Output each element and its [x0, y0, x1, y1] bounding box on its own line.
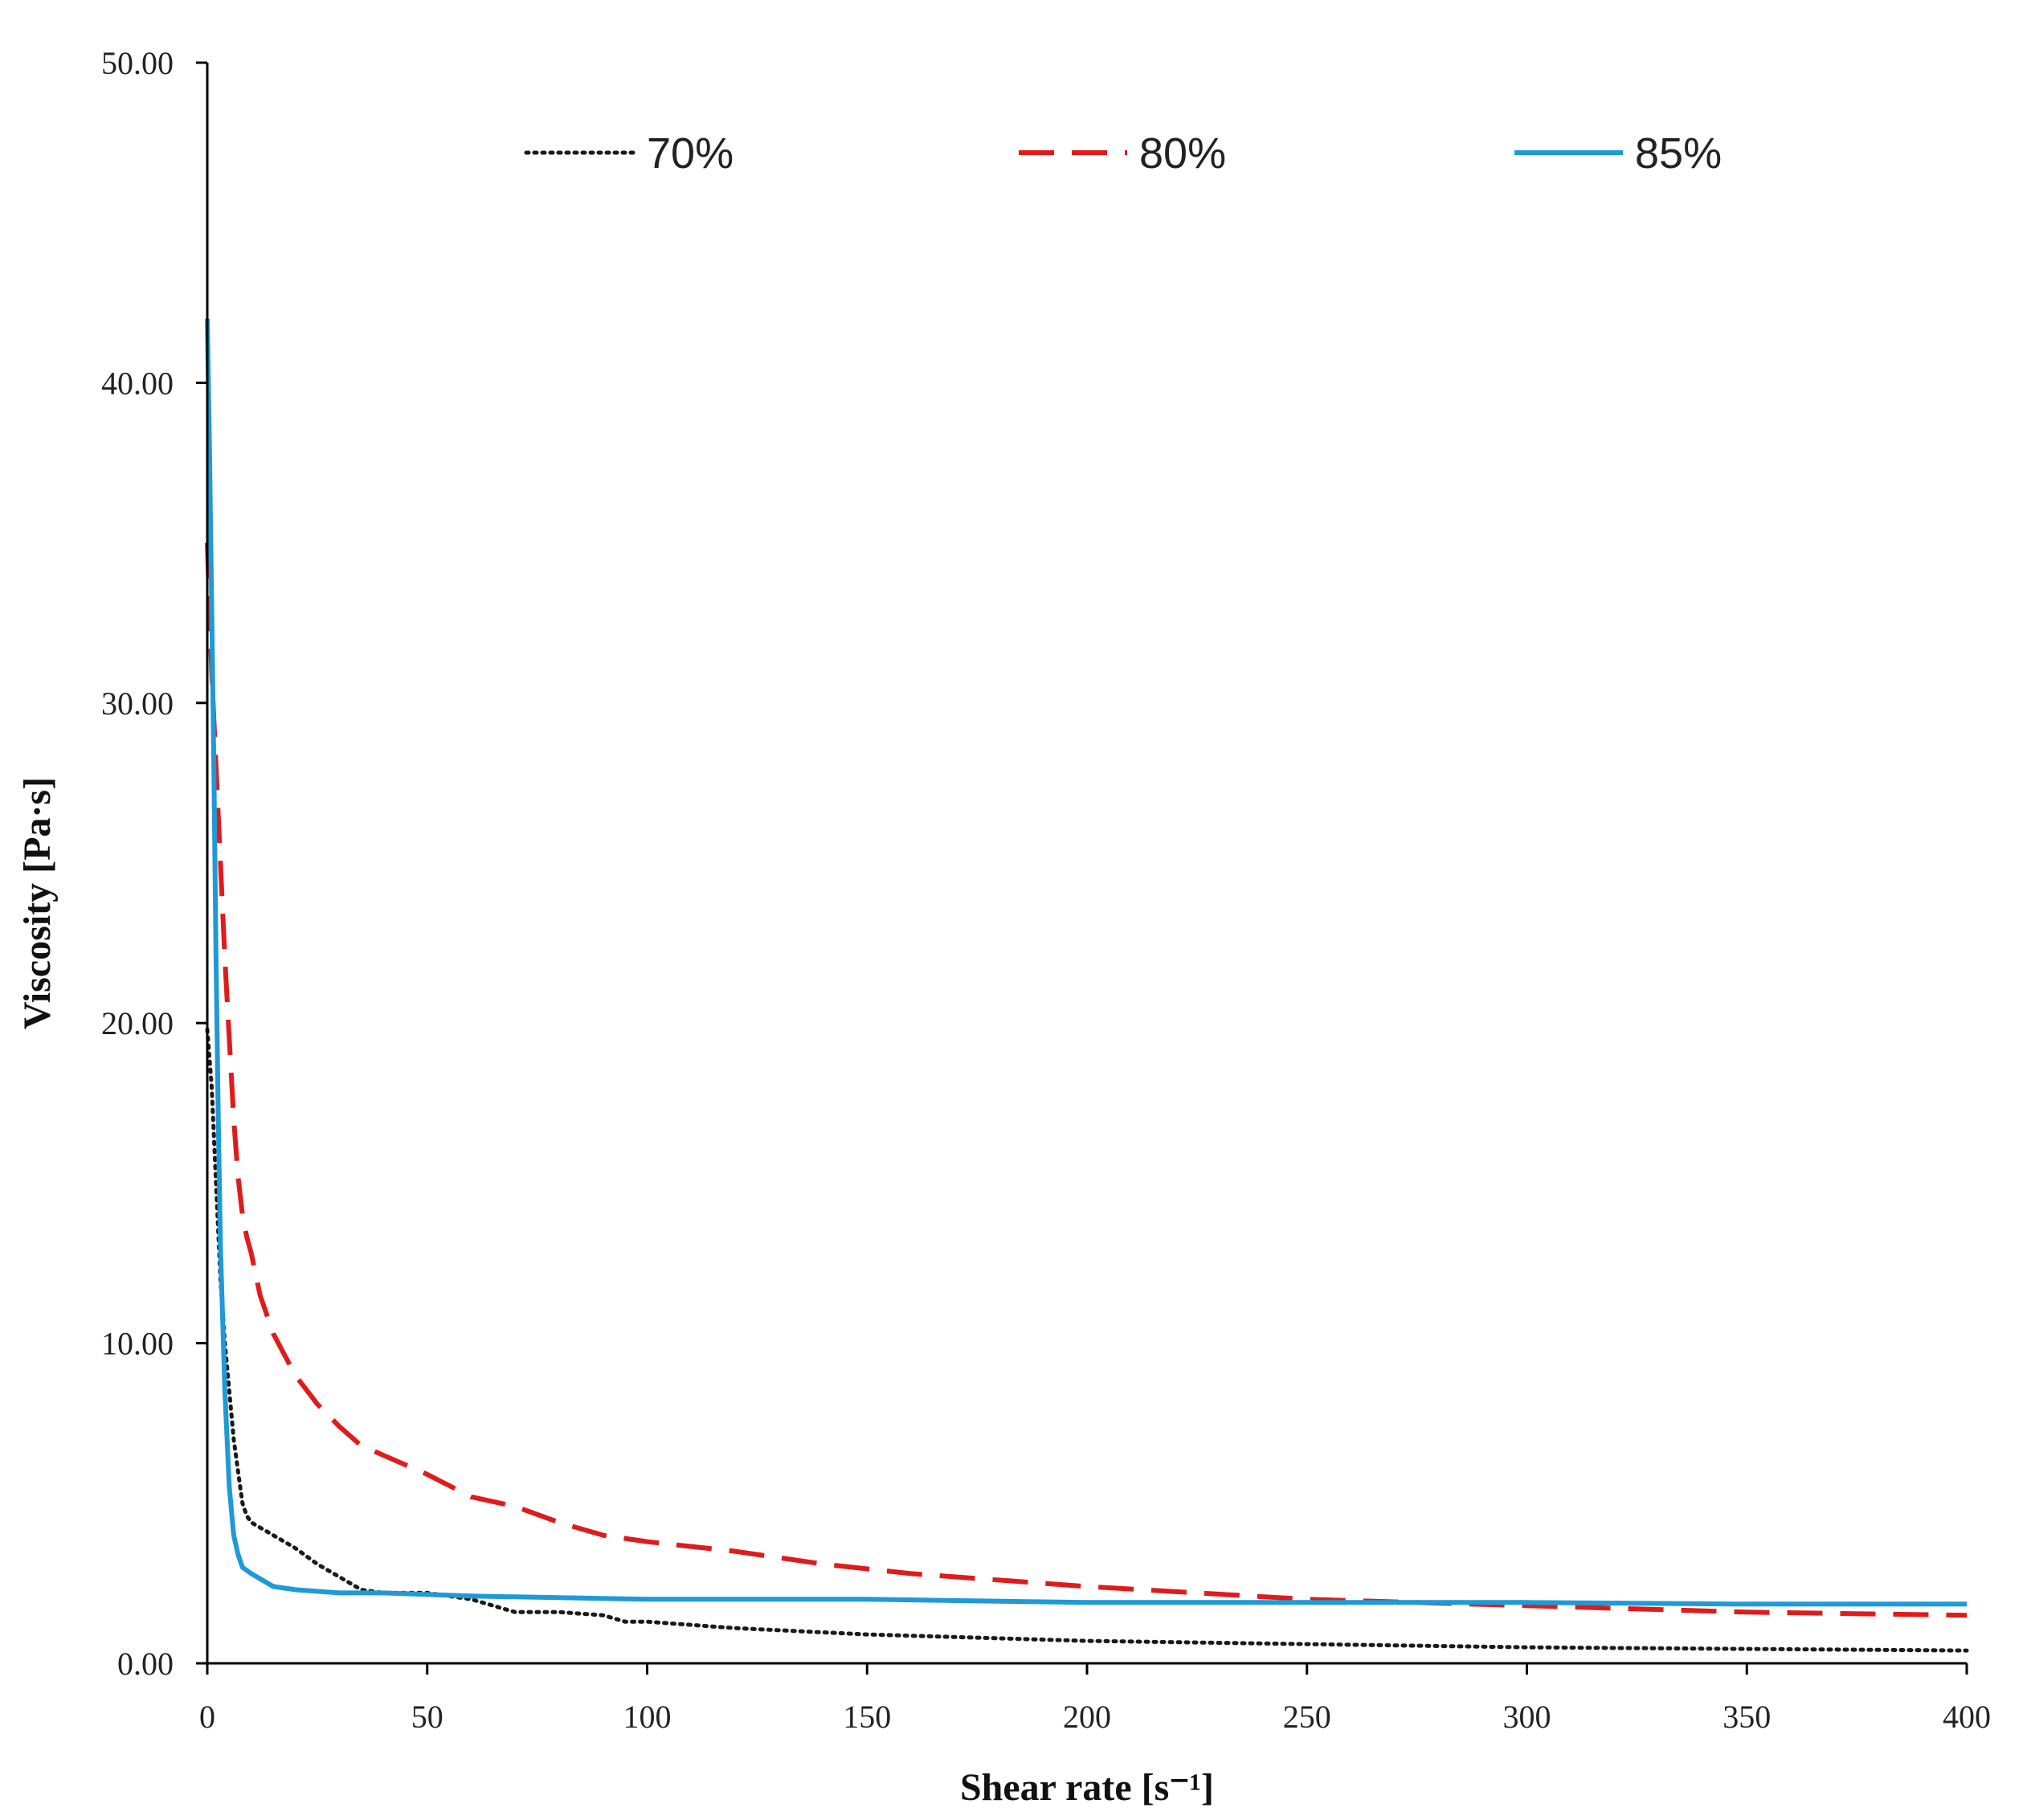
y-tick-label: 10.00 [101, 1326, 174, 1362]
x-tick-label: 50 [411, 1699, 443, 1735]
x-tick-label: 400 [1943, 1699, 1991, 1735]
x-tick-label: 100 [623, 1699, 672, 1735]
legend-label: 85% [1635, 129, 1722, 178]
x-tick-label: 0 [199, 1699, 215, 1735]
x-tick-label: 200 [1063, 1699, 1111, 1735]
y-tick-label: 50.00 [101, 45, 174, 81]
x-tick-label: 350 [1723, 1699, 1771, 1735]
axes-layer [206, 63, 1967, 1665]
legend-label: 70% [647, 129, 734, 178]
series-line-70pct [205, 1027, 1969, 1653]
y-tick-label: 20.00 [101, 1005, 174, 1041]
ticks-layer: 0 50 100 150 200 250 300 350 400 0.00 10.00 20.00 30… [101, 45, 1991, 1735]
y-axis-title: Viscosity [Pa·s] [16, 777, 59, 1029]
x-tick-label: 150 [843, 1699, 891, 1735]
y-tick-label: 40.00 [101, 365, 174, 401]
series-line-80pct [205, 542, 1968, 1618]
x-axis-title: Shear rate [s⁻¹] [960, 1766, 1214, 1809]
series-layer [205, 318, 1969, 1653]
x-tick-label: 300 [1503, 1699, 1551, 1735]
series-line-85pct [205, 318, 1967, 1607]
x-tick-label: 250 [1283, 1699, 1331, 1735]
legend: 70% 80% 85% [524, 129, 1722, 178]
y-tick-label: 0.00 [117, 1646, 174, 1682]
legend-label: 80% [1139, 129, 1226, 178]
y-tick-label: 30.00 [101, 685, 174, 722]
